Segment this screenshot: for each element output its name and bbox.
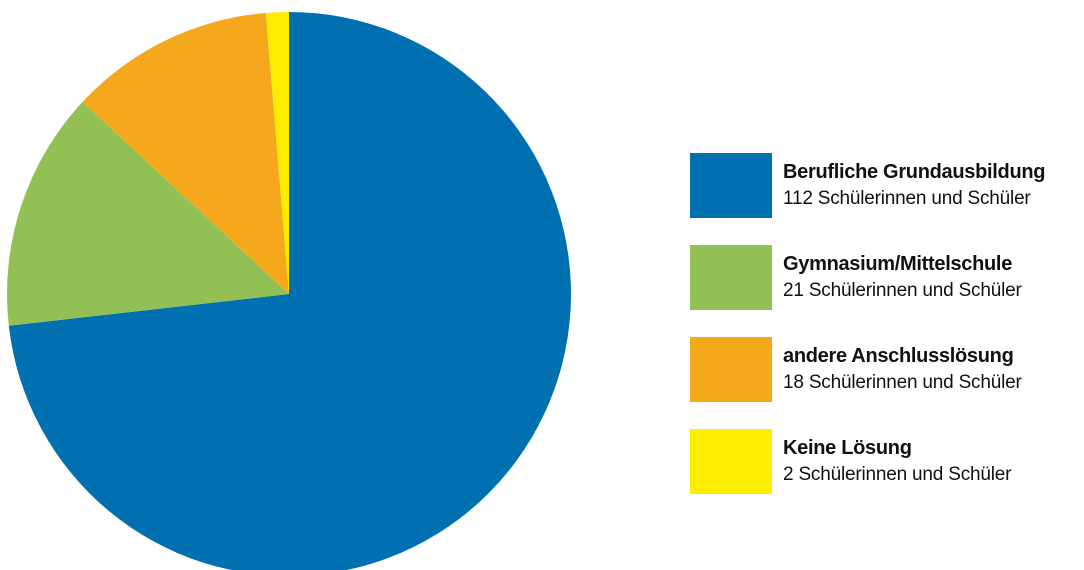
legend-count: 2 Schülerinnen und Schüler — [783, 464, 1012, 485]
legend-label: andere Anschlusslösung — [783, 345, 1014, 367]
pie-slice-andere-anschlussl-sung — [82, 12, 289, 294]
legend-swatch-keine-loesung — [690, 429, 772, 494]
legend-label: Gymnasium/Mittelschule — [783, 253, 1013, 275]
legend-swatch-gymnasium-mittelschule — [690, 245, 772, 310]
legend-count: 112 Schülerinnen und Schüler — [783, 188, 1031, 209]
legend-item-berufliche-grundausbildung: Berufliche Grundausbildung 112 Schülerin… — [690, 153, 1080, 218]
pie-slice-keine-l-sung — [265, 11, 289, 294]
legend-count: 21 Schülerinnen und Schüler — [783, 280, 1022, 301]
legend-item-gymnasium-mittelschule: Gymnasium/Mittelschule 21 Schülerinnen u… — [690, 245, 1080, 310]
legend-swatch-berufliche-grundausbildung — [690, 153, 772, 218]
pie-plot — [7, 11, 571, 570]
legend: Berufliche Grundausbildung 112 Schülerin… — [690, 153, 1080, 494]
pie-slice-gymnasium-mittelschule — [7, 101, 290, 326]
legend-label: Berufliche Grundausbildung — [783, 161, 1046, 183]
legend-count: 18 Schülerinnen und Schüler — [783, 372, 1022, 393]
legend-label: Keine Lösung — [783, 437, 912, 459]
pie-slice-berufliche-grundausbildung — [8, 12, 571, 570]
legend-item-keine-loesung: Keine Lösung 2 Schülerinnen und Schüler — [690, 429, 1080, 494]
legend-swatch-andere-anschlussloesung — [690, 337, 772, 402]
legend-item-andere-anschlussloesung: andere Anschlusslösung 18 Schülerinnen u… — [690, 337, 1080, 402]
